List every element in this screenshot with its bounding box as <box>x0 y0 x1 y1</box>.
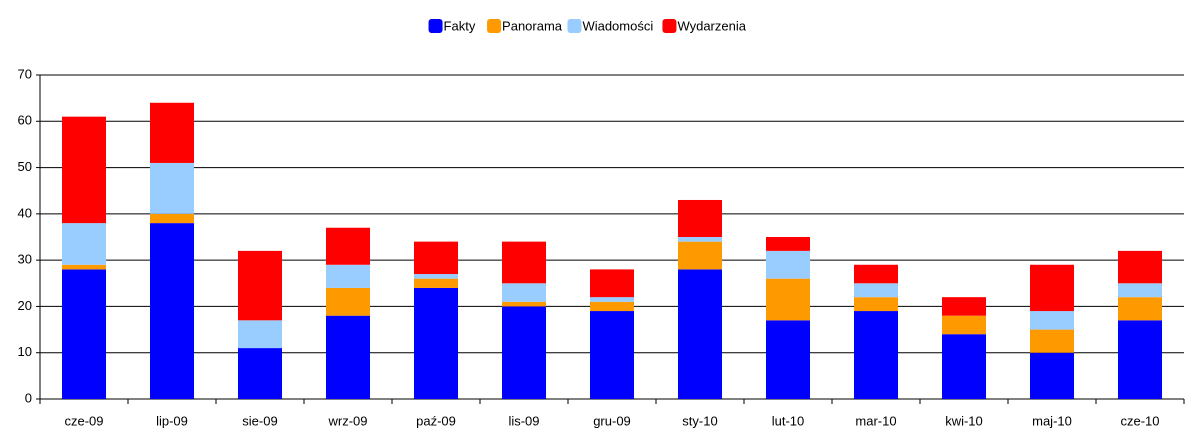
bar-segment <box>1118 297 1162 321</box>
bar-segment <box>502 283 546 302</box>
bar-segment <box>1118 250 1162 284</box>
legend-swatch <box>428 19 443 33</box>
bar-segment <box>238 348 282 399</box>
bar-segment <box>854 311 898 399</box>
bar-segment <box>150 223 194 399</box>
bar-segment <box>414 274 458 279</box>
y-tick-label: 50 <box>18 159 32 174</box>
bar-segment <box>1118 320 1162 399</box>
x-tick-label: cze-09 <box>64 413 103 428</box>
legend-label: Wydarzenia <box>677 18 746 33</box>
bar-segment <box>590 301 634 312</box>
bar-segment <box>326 315 370 399</box>
bar-segment <box>678 199 722 237</box>
y-tick-label: 60 <box>18 113 32 128</box>
x-tick-label: lut-10 <box>772 413 805 428</box>
bar-segment <box>502 306 546 399</box>
legend-label: Wiadomości <box>582 18 653 33</box>
bar-segment <box>238 250 282 321</box>
y-tick-label: 10 <box>18 344 32 359</box>
bar-segment <box>766 237 810 251</box>
legend-swatch <box>567 19 582 33</box>
y-tick-label: 20 <box>18 298 32 313</box>
bar-segment <box>678 237 722 242</box>
bar-segment <box>326 227 370 265</box>
bar-segment <box>62 264 106 270</box>
bar-segment <box>766 278 810 321</box>
legend-swatch <box>662 19 677 33</box>
bar-segment <box>502 301 546 307</box>
legend-label: Fakty <box>444 18 476 33</box>
bar-segment <box>854 283 898 298</box>
bar-segment <box>1118 283 1162 298</box>
y-tick-label: 0 <box>25 390 32 405</box>
bar-segment <box>1030 264 1074 312</box>
bar-segment <box>1030 329 1074 353</box>
bar-segment <box>414 278 458 288</box>
bar-segment <box>414 287 458 399</box>
bar-segment <box>590 269 634 298</box>
bar-segment <box>854 297 898 312</box>
x-tick-label: cze-10 <box>1120 413 1159 428</box>
bar-segment <box>942 315 986 335</box>
bar-segment <box>766 250 810 279</box>
x-tick-label: sty-10 <box>682 413 717 428</box>
bar-segment <box>150 213 194 224</box>
bar-segment <box>1030 352 1074 399</box>
bar-segment <box>1030 311 1074 330</box>
bar-segment <box>678 269 722 399</box>
y-tick-label: 40 <box>18 205 32 220</box>
bar-segment <box>414 241 458 275</box>
bar-segment <box>326 287 370 316</box>
x-tick-label: wrz-09 <box>327 413 367 428</box>
bar-segment <box>590 297 634 302</box>
bar-segment <box>502 241 546 284</box>
x-tick-label: lip-09 <box>156 413 188 428</box>
bar-segment <box>238 320 282 349</box>
bar-segment <box>62 116 106 224</box>
bar-segment <box>326 264 370 288</box>
bar-segment <box>854 264 898 284</box>
x-tick-label: lis-09 <box>508 413 539 428</box>
bar-segment <box>150 102 194 163</box>
bar-segment <box>766 320 810 399</box>
legend-label: Panorama <box>502 18 563 33</box>
x-tick-label: maj-10 <box>1032 413 1072 428</box>
y-tick-label: 70 <box>18 66 32 81</box>
x-tick-label: mar-10 <box>855 413 896 428</box>
x-tick-label: kwi-10 <box>945 413 983 428</box>
bar-segment <box>942 334 986 399</box>
bar-segment <box>678 241 722 270</box>
bar-segment <box>62 269 106 399</box>
bar-segment <box>62 223 106 265</box>
x-tick-label: gru-09 <box>593 413 631 428</box>
legend-swatch <box>487 19 502 33</box>
bar-segment <box>942 297 986 316</box>
bar-segment <box>150 162 194 214</box>
y-tick-label: 30 <box>18 252 32 267</box>
bar-segment <box>590 311 634 399</box>
x-tick-label: paź-09 <box>416 413 456 428</box>
x-tick-label: sie-09 <box>242 413 277 428</box>
